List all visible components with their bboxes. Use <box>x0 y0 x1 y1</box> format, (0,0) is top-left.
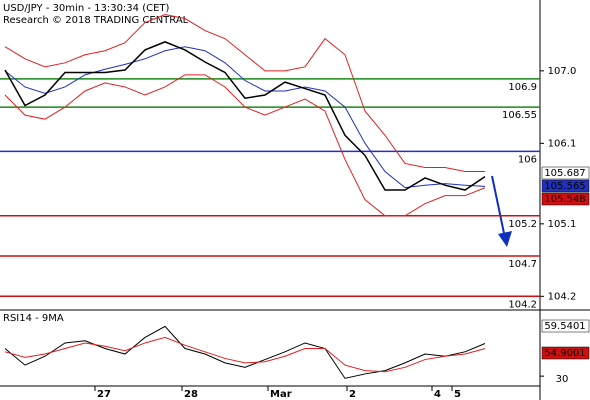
price-box <box>541 319 590 333</box>
price-line <box>4 13 485 173</box>
x-tick-label: 2 <box>349 389 356 400</box>
price-box <box>541 166 590 180</box>
rsi-tick-label: 30 <box>556 374 569 385</box>
y-tick-label: 107.0 <box>548 66 577 77</box>
level-label: 104.7 <box>508 259 537 270</box>
price-box <box>541 192 590 206</box>
x-tick-label: 28 <box>184 389 198 400</box>
level-label: 106 <box>518 154 537 165</box>
level-label: 104.2 <box>508 299 537 310</box>
price-box <box>541 346 590 360</box>
x-tick-label: 5 <box>454 389 461 400</box>
level-label: 106.55 <box>502 110 537 121</box>
price-box-label: 54.9001 <box>544 348 585 359</box>
level-label: 106.9 <box>508 82 537 93</box>
y-tick-label: 104.2 <box>548 291 577 302</box>
x-tick-label: 4 <box>434 389 441 400</box>
rsi-line <box>4 325 486 379</box>
price-line <box>4 41 486 191</box>
price-box-label: 105.548 <box>544 194 585 205</box>
chart-title: USD/JPY - 30min - 13:30:34 (CET) <box>3 3 170 14</box>
price-line <box>4 74 486 217</box>
chart-subtitle: Research © 2018 TRADING CENTRAL <box>3 15 189 26</box>
y-tick-label: 105.1 <box>548 219 577 230</box>
forecast-arrow <box>491 175 512 247</box>
rsi-title: RSI14 - 9MA <box>3 313 64 324</box>
x-tick-label: 27 <box>97 389 111 400</box>
price-line <box>4 46 486 189</box>
price-box-label: 59.5401 <box>544 321 585 332</box>
y-tick-label: 106.1 <box>548 138 577 149</box>
x-tick-label: Mar <box>270 389 292 400</box>
price-box <box>541 179 590 193</box>
price-box-label: 105.565 <box>544 181 585 192</box>
level-label: 105.2 <box>508 219 537 230</box>
rsi-line <box>4 336 486 373</box>
price-box-label: 105.687 <box>544 168 585 179</box>
